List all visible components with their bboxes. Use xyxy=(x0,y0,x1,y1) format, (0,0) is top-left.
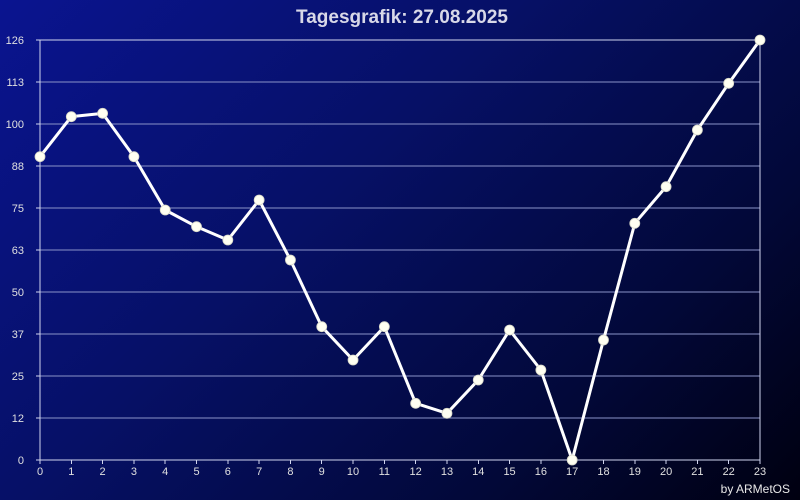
data-point[interactable] xyxy=(754,34,766,46)
data-point[interactable] xyxy=(378,321,390,333)
x-tick-label: 0 xyxy=(37,466,43,478)
data-point[interactable] xyxy=(410,397,422,409)
y-tick-label: 37 xyxy=(12,329,24,341)
x-tick-label: 7 xyxy=(256,466,262,478)
x-tick-label: 3 xyxy=(131,466,137,478)
data-point[interactable] xyxy=(566,454,578,466)
x-tick-label: 16 xyxy=(535,466,547,478)
y-tick-label: 12 xyxy=(12,413,24,425)
x-tick-label: 17 xyxy=(566,466,578,478)
x-tick-label: 14 xyxy=(472,466,484,478)
data-point[interactable] xyxy=(598,334,609,346)
x-tick-label: 15 xyxy=(503,466,515,478)
data-point[interactable] xyxy=(159,204,171,216)
credit-text: by ARMetOS xyxy=(721,482,790,496)
y-tick-label: 63 xyxy=(12,245,24,257)
chart-title: Tagesgrafik: 27.08.2025 xyxy=(296,7,508,28)
x-tick-label: 11 xyxy=(379,466,390,478)
x-tick-label: 9 xyxy=(319,466,325,478)
data-point[interactable] xyxy=(472,374,484,386)
x-tick-label: 5 xyxy=(193,466,199,478)
data-point[interactable] xyxy=(347,354,359,366)
y-tick-label: 75 xyxy=(12,203,24,215)
data-point[interactable] xyxy=(629,217,641,229)
data-point[interactable] xyxy=(535,364,547,376)
data-point[interactable] xyxy=(285,254,296,266)
y-tick-label: 113 xyxy=(6,77,24,89)
y-tick-label: 126 xyxy=(6,35,24,47)
data-point[interactable] xyxy=(660,181,672,193)
x-tick-label: 20 xyxy=(660,466,672,478)
x-axis-ticks: 0 1 2 3 4 5 6 7 8 9 10 11 12 13 14 15 16 17 18 19 20 21 22 23 xyxy=(37,460,766,478)
data-point[interactable] xyxy=(97,107,109,119)
x-tick-label: 21 xyxy=(691,466,703,478)
data-point[interactable] xyxy=(222,234,234,246)
y-axis-ticks: 0 12 25 37 50 63 75 88 100 113 126 xyxy=(6,35,40,467)
x-tick-label: 12 xyxy=(410,466,422,478)
data-point[interactable] xyxy=(723,77,735,89)
y-tick-label: 50 xyxy=(12,287,24,299)
data-point[interactable] xyxy=(191,221,202,233)
x-tick-label: 22 xyxy=(723,466,735,478)
x-tick-label: 13 xyxy=(441,466,453,478)
data-point[interactable] xyxy=(253,194,265,206)
y-tick-label: 88 xyxy=(12,161,24,173)
y-tick-label: 100 xyxy=(6,119,24,131)
x-tick-label: 4 xyxy=(162,466,168,478)
data-point[interactable] xyxy=(691,124,703,136)
data-point[interactable] xyxy=(316,321,328,333)
data-point[interactable] xyxy=(441,407,453,419)
x-tick-label: 1 xyxy=(68,466,74,478)
series-line xyxy=(38,38,762,462)
x-tick-label: 10 xyxy=(347,466,359,478)
series xyxy=(34,34,766,466)
x-tick-label: 23 xyxy=(754,466,766,478)
data-point[interactable] xyxy=(504,324,515,336)
data-point[interactable] xyxy=(34,151,46,163)
y-tick-label: 0 xyxy=(18,455,24,467)
x-tick-label: 19 xyxy=(629,466,641,478)
y-tick-label: 25 xyxy=(12,371,24,383)
data-point[interactable] xyxy=(128,151,140,163)
x-tick-label: 18 xyxy=(597,466,609,478)
x-tick-label: 6 xyxy=(225,466,231,478)
data-point[interactable] xyxy=(65,111,77,123)
x-tick-label: 2 xyxy=(100,466,106,478)
x-tick-label: 8 xyxy=(287,466,293,478)
